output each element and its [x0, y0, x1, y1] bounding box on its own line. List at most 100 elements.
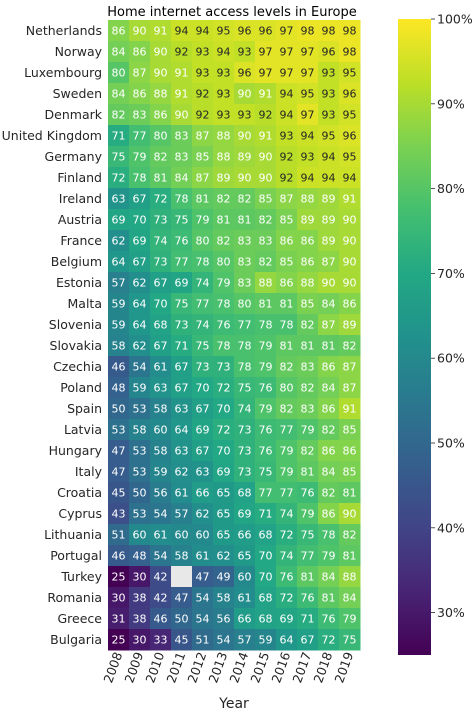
cell-value-label: 77 — [175, 256, 189, 269]
heatmap-cell — [255, 566, 277, 588]
heatmap-cell — [129, 419, 151, 441]
cell-value-label: 79 — [280, 466, 294, 479]
heatmap-cell — [213, 314, 235, 336]
cell-value-label: 58 — [154, 403, 168, 416]
heatmap-cell — [234, 62, 256, 84]
heatmap-cell — [129, 209, 151, 231]
cell-value-label: 90 — [259, 151, 273, 164]
heatmap-cell — [255, 524, 277, 546]
cell-value-label: 67 — [175, 361, 189, 374]
cell-value-label: 86 — [343, 298, 357, 311]
heatmap-cell — [129, 41, 151, 63]
heatmap-cell — [318, 440, 340, 462]
cell-value-label: 90 — [238, 88, 252, 101]
cell-value-label: 54 — [196, 592, 210, 605]
cell-value-label: 69 — [280, 613, 294, 626]
heatmap-cell — [150, 62, 172, 84]
cell-value-label: 60 — [175, 529, 189, 542]
cell-value-label: 78 — [175, 193, 189, 206]
heatmap-cell — [255, 398, 277, 420]
heatmap-cell — [339, 314, 361, 336]
heatmap-cell — [255, 440, 277, 462]
cell-value-label: 68 — [154, 319, 168, 332]
row-label: Lithuania — [44, 527, 102, 542]
heatmap-cell — [171, 398, 193, 420]
row-label: Estonia — [56, 275, 102, 290]
row-label: Luxembourg — [24, 65, 102, 80]
cell-value-label: 92 — [280, 151, 294, 164]
heatmap-cell — [150, 629, 172, 651]
cell-value-label: 81 — [238, 214, 252, 227]
row-label: Belgium — [51, 254, 102, 269]
cell-value-label: 90 — [343, 256, 357, 269]
heatmap-cell — [213, 503, 235, 525]
heatmap-cell — [171, 251, 193, 273]
cell-value-label: 62 — [175, 466, 189, 479]
heatmap-cell — [276, 419, 298, 441]
heatmap-cell — [234, 587, 256, 609]
cell-value-label: 82 — [322, 424, 336, 437]
cell-value-label: 53 — [133, 466, 147, 479]
cell-value-label: 77 — [301, 550, 315, 563]
row-labels: Netherlands Norway Luxembourg Sweden Denmark… — [2, 23, 103, 647]
heatmap-cell — [108, 482, 130, 504]
heatmap-cell — [171, 314, 193, 336]
heatmap-cell — [213, 419, 235, 441]
row-label: France — [60, 233, 102, 248]
cell-value-label: 82 — [259, 214, 273, 227]
heatmap-cell — [108, 398, 130, 420]
heatmap-cell — [171, 440, 193, 462]
heatmap-cell — [255, 608, 277, 630]
heatmap-cell — [129, 83, 151, 105]
heatmap-cell — [234, 482, 256, 504]
heatmap-cell — [213, 524, 235, 546]
cell-value-label: 78 — [217, 340, 231, 353]
cell-value-label: 30 — [133, 571, 147, 584]
heatmap-cell — [150, 608, 172, 630]
heatmap-cell — [339, 83, 361, 105]
heatmap-cell — [171, 209, 193, 231]
heatmap-cell — [150, 167, 172, 189]
heatmap-cell — [192, 335, 214, 357]
colorbar-tick-label: 40% — [437, 520, 465, 535]
heatmap-cell — [339, 293, 361, 315]
cell-value-label: 84 — [322, 571, 336, 584]
heatmap-cell — [255, 356, 277, 378]
heatmap-cell — [255, 146, 277, 168]
heatmap-cell — [234, 293, 256, 315]
cell-value-label: 43 — [112, 508, 126, 521]
heatmap-cell — [318, 629, 340, 651]
cell-value-label: 71 — [301, 613, 315, 626]
cell-value-label: 87 — [280, 193, 294, 206]
heatmap-cell — [192, 314, 214, 336]
cell-value-label: 88 — [343, 571, 357, 584]
cell-value-label: 92 — [280, 172, 294, 185]
row-label: Greece — [58, 611, 103, 626]
cell-value-label: 93 — [301, 151, 315, 164]
heatmap-cell — [213, 293, 235, 315]
cell-value-label: 72 — [154, 193, 168, 206]
cell-value-label: 59 — [112, 298, 126, 311]
cell-value-label: 69 — [133, 235, 147, 248]
cell-value-label: 94 — [280, 88, 294, 101]
heatmap-cell — [213, 608, 235, 630]
heatmap-cell — [276, 83, 298, 105]
heatmap-cell — [129, 377, 151, 399]
heatmap-cell — [171, 62, 193, 84]
cell-value-label: 70 — [196, 382, 210, 395]
cell-value-label: 25 — [112, 634, 126, 647]
cell-value-label: 89 — [343, 319, 357, 332]
cell-value-label: 79 — [259, 403, 273, 416]
heatmap-cell — [108, 608, 130, 630]
heatmap-cell — [108, 356, 130, 378]
cell-value-label: 60 — [133, 529, 147, 542]
cell-value-label: 67 — [154, 277, 168, 290]
heatmap-cell — [129, 230, 151, 252]
cell-value-label: 82 — [322, 487, 336, 500]
heatmap-cell — [192, 629, 214, 651]
cell-value-label: 69 — [196, 424, 210, 437]
cell-value-label: 94 — [322, 172, 336, 185]
cell-value-label: 33 — [154, 634, 168, 647]
heatmap-cell — [297, 587, 319, 609]
heatmap-cell — [150, 272, 172, 294]
